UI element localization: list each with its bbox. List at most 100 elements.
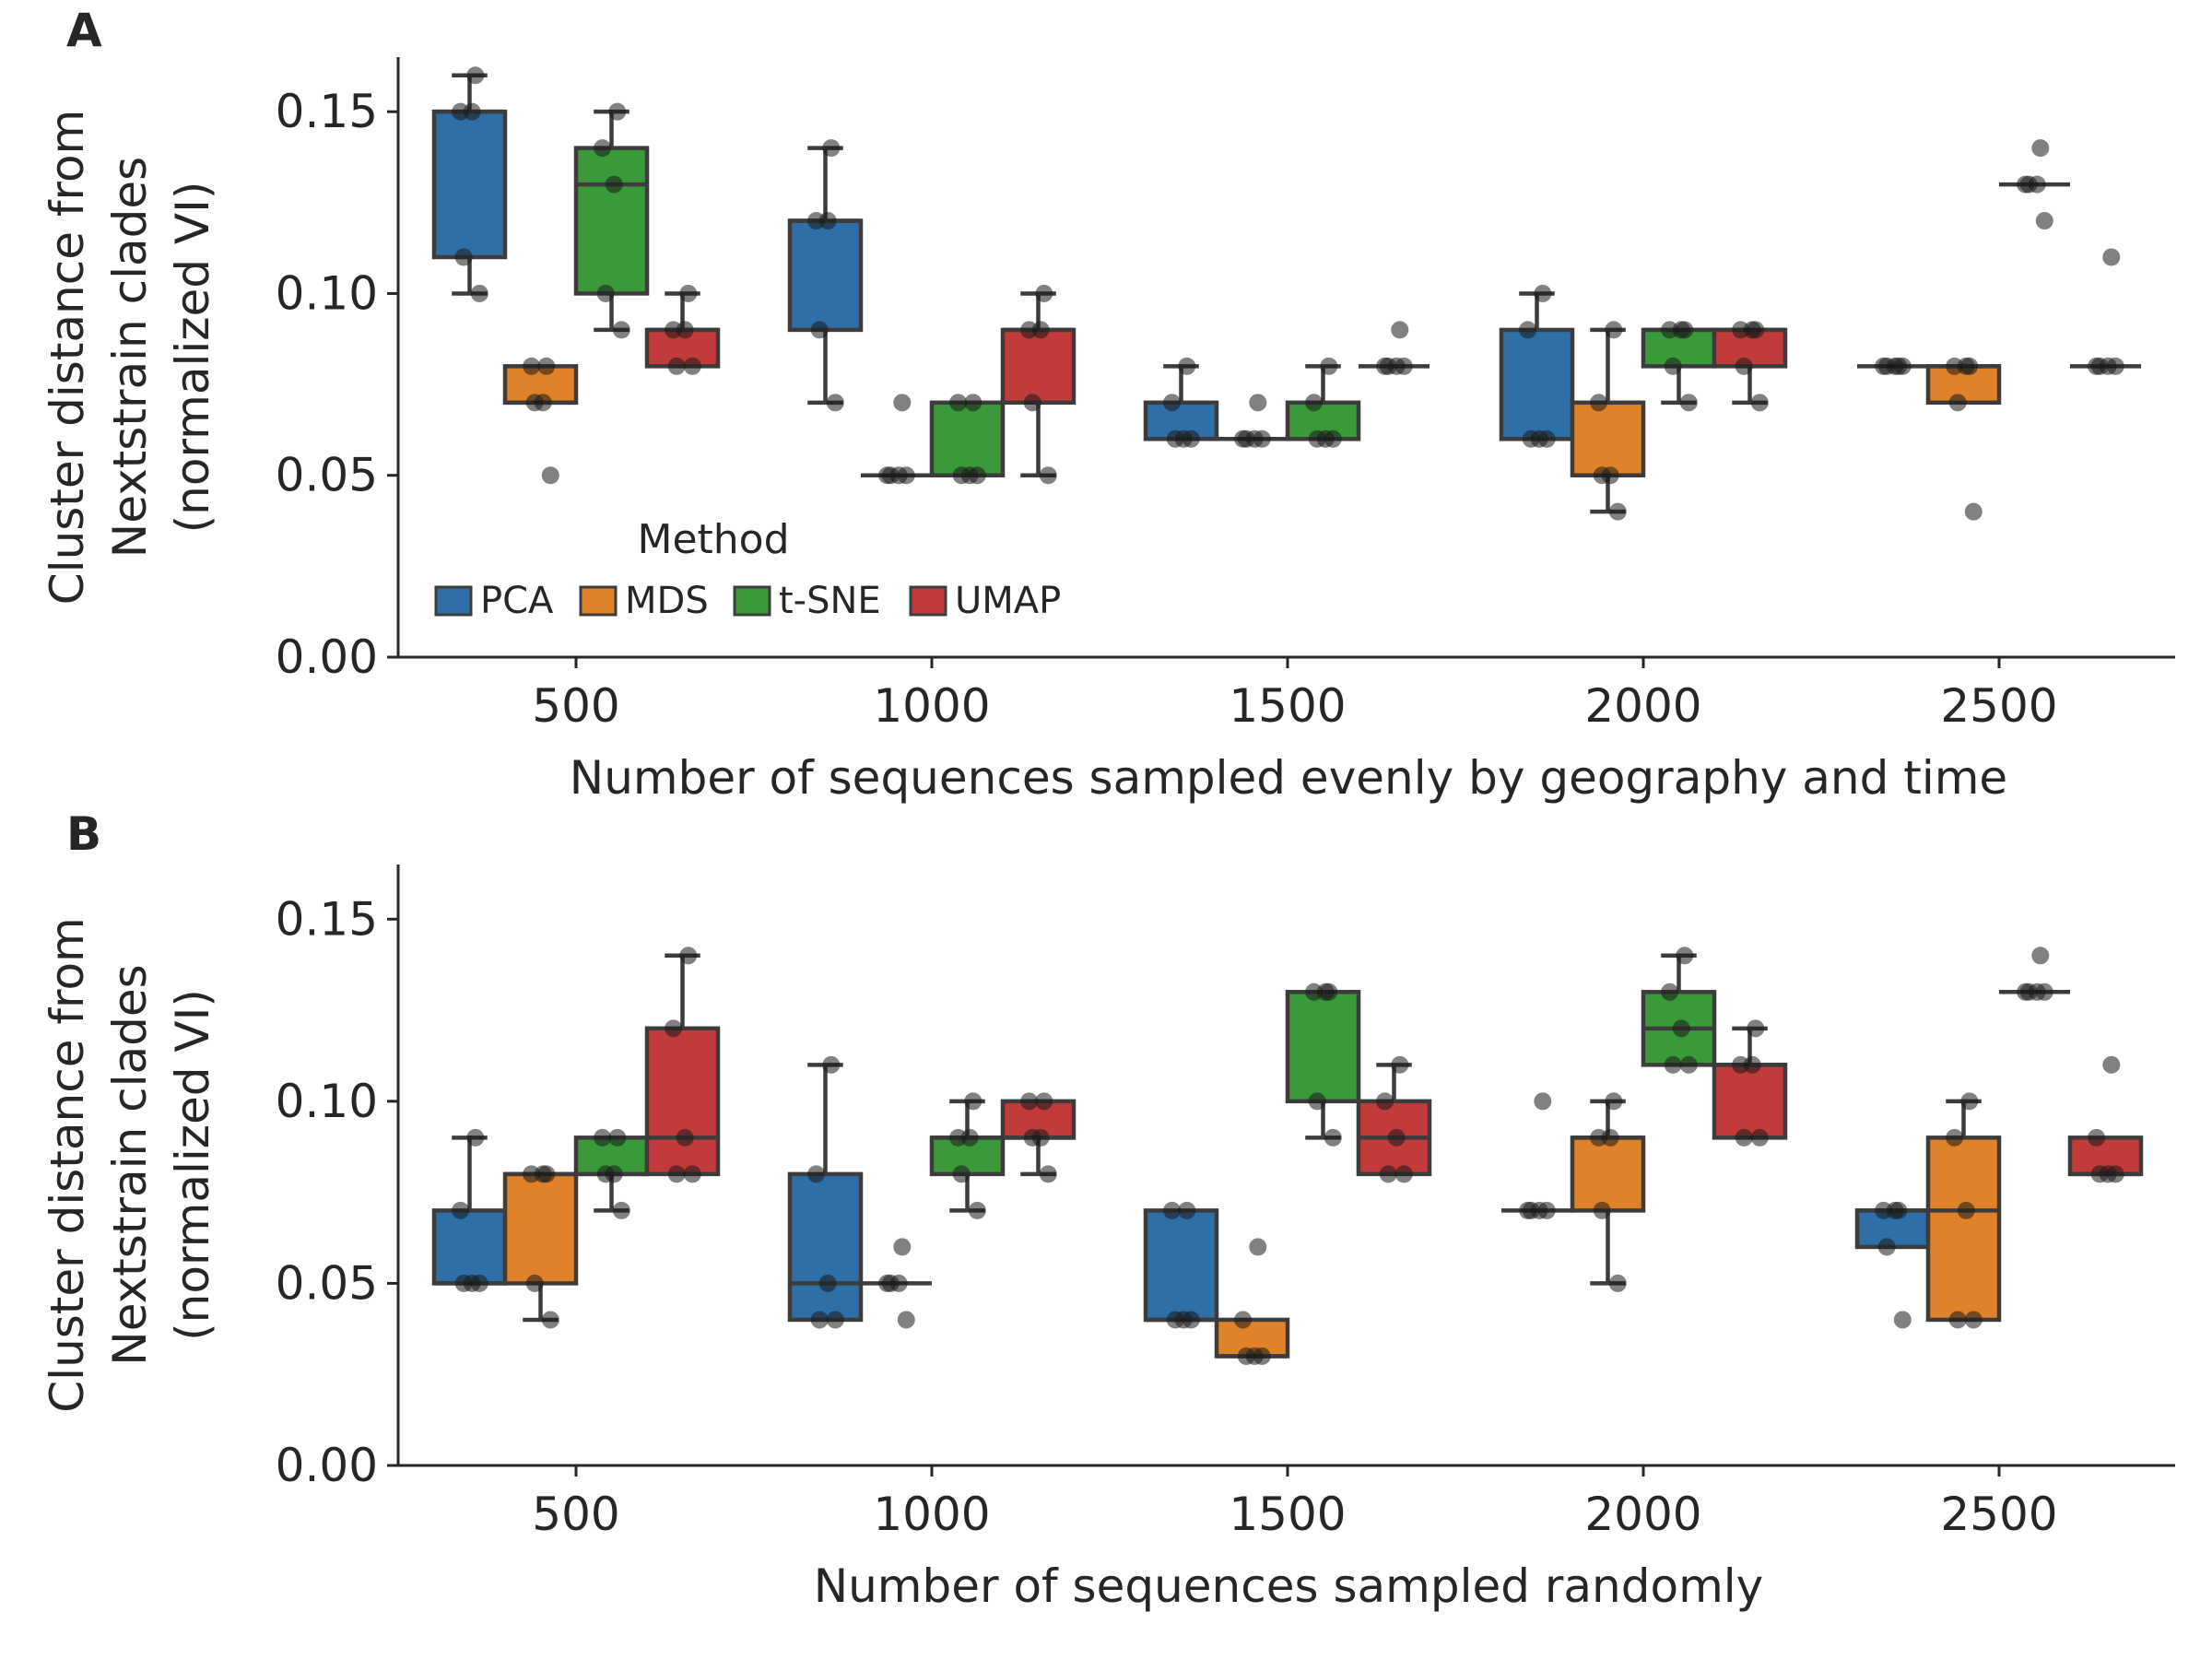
data-point: [667, 357, 686, 375]
data-point: [470, 284, 488, 302]
y-tick-label: 0.10: [276, 1075, 378, 1128]
data-point: [949, 1128, 968, 1147]
data-point: [878, 466, 897, 485]
data-point: [1023, 394, 1041, 412]
data-point: [1747, 1019, 1765, 1038]
data-point: [1163, 1201, 1182, 1219]
box-t-SNE-1500: [1285, 982, 1361, 1147]
box-body: [1570, 400, 1646, 477]
x-tick-label: 1000: [873, 679, 990, 733]
data-point: [537, 1165, 556, 1183]
data-point: [679, 284, 698, 302]
data-point: [523, 1165, 541, 1183]
box-MDS-1000: [861, 1238, 932, 1329]
y-tick-label: 0.05: [276, 1256, 378, 1310]
data-point: [2102, 248, 2121, 266]
data-point: [893, 1238, 912, 1256]
data-point: [1530, 429, 1548, 448]
data-point: [463, 1274, 481, 1292]
box-PCA-1000: [787, 139, 864, 412]
data-point: [2088, 1128, 2106, 1147]
box-PCA-2500: [1857, 357, 1928, 375]
box-UMAP-1500: [1356, 1055, 1432, 1183]
x-tick-label: 1500: [1229, 679, 1346, 733]
data-point: [454, 248, 473, 266]
box-t-SNE-500: [573, 1128, 650, 1219]
data-point: [1534, 1092, 1552, 1111]
data-point: [1534, 284, 1552, 302]
legend: Method PCA MDS t-SNE UMAP: [434, 516, 1061, 622]
data-point: [1178, 1201, 1196, 1219]
data-point: [683, 1165, 701, 1183]
data-point: [452, 102, 470, 121]
y-axis-title-line: Cluster distance from: [41, 917, 94, 1412]
box-MDS-2000: [1570, 1092, 1646, 1292]
data-point: [1877, 1238, 1896, 1256]
box-MDS-1500: [1214, 1238, 1290, 1365]
x-tick-label: 2500: [1940, 679, 2057, 733]
data-point: [1031, 1128, 1050, 1147]
y-axis-title-line: Nextstrain clades: [103, 157, 157, 558]
x-tick-label: 2000: [1584, 1488, 1701, 1541]
data-point: [2031, 947, 2050, 965]
data-point: [1672, 1019, 1690, 1038]
data-point: [594, 139, 612, 158]
data-point: [807, 1165, 826, 1183]
legend-swatch: [579, 585, 618, 617]
data-point: [2031, 139, 2050, 158]
box-MDS-2500: [1925, 1092, 2002, 1329]
x-tick-label: 500: [532, 679, 619, 733]
data-point: [466, 66, 485, 85]
box-UMAP-2000: [1712, 1019, 1788, 1147]
data-point: [1394, 1165, 1413, 1183]
data-point: [1590, 394, 1608, 412]
data-point: [960, 466, 979, 485]
data-point: [1234, 1311, 1253, 1329]
data-point: [1732, 1055, 1750, 1074]
y-tick-label: 0.00: [276, 630, 378, 684]
data-point: [1039, 1165, 1057, 1183]
data-point: [1676, 321, 1694, 339]
legend-label: PCA: [480, 580, 554, 622]
data-point: [1593, 1201, 1611, 1219]
data-point: [1750, 394, 1769, 412]
y-tick-label: 0.15: [276, 892, 378, 946]
box-t-SNE-2500: [1999, 139, 2070, 230]
box-body: [644, 1026, 721, 1177]
data-point: [596, 284, 615, 302]
legend-swatch: [909, 585, 947, 617]
data-point: [822, 139, 841, 158]
box-MDS-2500: [1925, 357, 2002, 521]
box-body: [1000, 327, 1077, 406]
data-point: [949, 394, 968, 412]
data-point: [818, 1274, 837, 1292]
data-point: [1163, 394, 1182, 412]
data-point: [822, 1055, 841, 1074]
data-point: [1178, 357, 1196, 375]
data-point: [1305, 982, 1324, 1001]
box-PCA-500: [431, 1128, 508, 1292]
data-point: [1245, 1347, 1264, 1365]
data-point: [679, 947, 698, 965]
box-MDS-500: [502, 1165, 579, 1329]
box-PCA-2500: [1854, 1201, 1931, 1329]
data-point: [1664, 357, 1682, 375]
data-point: [1249, 394, 1267, 412]
data-point: [1747, 321, 1765, 339]
data-point: [2099, 1165, 2117, 1183]
data-point: [1605, 1092, 1623, 1111]
data-point: [1249, 1238, 1267, 1256]
data-point: [1391, 321, 1409, 339]
data-point: [1590, 1128, 1608, 1147]
data-point: [1308, 1092, 1326, 1111]
data-point: [541, 466, 559, 485]
data-point: [1035, 284, 1053, 302]
box-body: [502, 1171, 579, 1286]
box-body: [573, 146, 650, 296]
data-point: [612, 1201, 630, 1219]
box-t-SNE-500: [573, 102, 650, 339]
y-axis-title-line: (normalized VI): [166, 182, 219, 534]
data-point: [968, 1201, 986, 1219]
legend-label: t-SNE: [779, 580, 881, 622]
